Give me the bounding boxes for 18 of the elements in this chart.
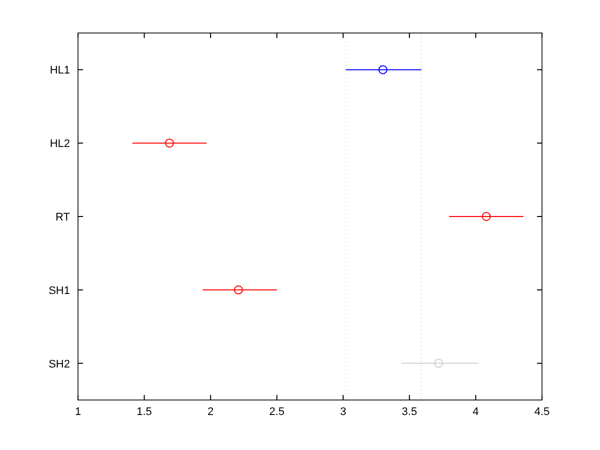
x-tick-label: 2.5 [269,406,285,418]
point [234,285,243,294]
x-tick-label: 1 [74,406,82,418]
point [434,358,444,368]
x-tick-label: 1.5 [136,406,152,418]
y-tick-label: SH1 [48,284,70,297]
y-tick-label: SH2 [48,358,70,370]
point [164,138,174,148]
x-tick-label: 4 [472,406,479,418]
x-tick-label: 4.5 [534,406,550,418]
point [378,65,388,74]
y-tick-label: HL1 [50,64,70,77]
x-tick-label: 3 [340,406,346,418]
x-tick-label: 3.5 [402,406,418,418]
x-tick-label: 2 [208,406,214,418]
y-tick-label: RT [56,212,70,224]
y-tick-label: HL2 [50,138,70,150]
point [482,212,491,221]
